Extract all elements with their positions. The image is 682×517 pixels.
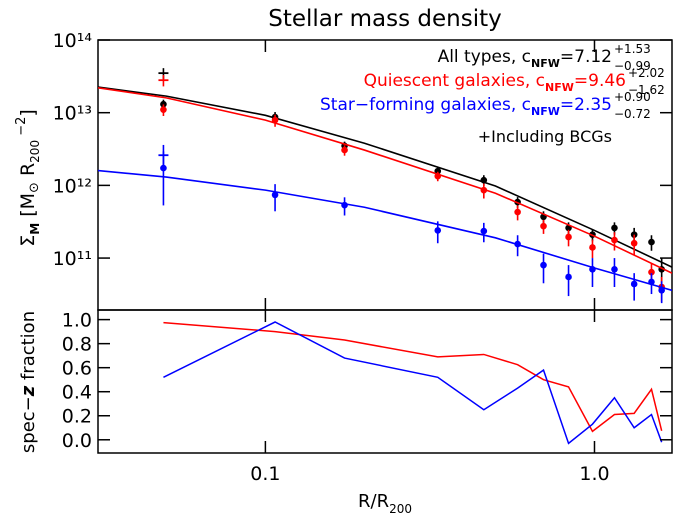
legend-entry: Quiescent galaxies, cNFW=9.46 [364,71,626,94]
label-part: fraction [18,311,39,386]
data-point [589,266,596,273]
label-part: R [17,163,39,182]
legend-sub: NFW [531,57,560,70]
y-tick-label: 0.4 [62,382,92,404]
label-part: [M [17,193,39,223]
y-tick-label: 10¹⁴ [53,30,93,52]
label-part: M [28,223,42,235]
data-point [434,227,442,234]
y-tick-label: 1.0 [62,310,92,332]
legend-sub: −0.72 [614,107,651,121]
label-part: ⊙ [27,182,42,193]
y-tick-label: 10¹² [53,175,92,197]
legend-param: =7.12 [560,47,612,67]
data-point [611,266,618,273]
data-point [658,287,665,294]
legend-entry: Star−forming galaxies, cNFW=2.35 [320,95,612,118]
legend-entry: All types, cNFW=7.12 [438,47,612,70]
fraction-line [163,321,663,433]
label-part: 200 [28,140,42,163]
y-tick-label: 0.6 [62,358,92,380]
y-tick-label: 10¹³ [53,103,92,125]
legend-name: Star−forming galaxies, c [320,95,531,115]
legend-sub: NFW [531,105,560,118]
data-point [480,227,488,235]
data-point [611,236,618,244]
fraction-line [163,321,663,445]
data-point [271,116,279,124]
data-point [648,238,655,246]
label-part: Σ [17,235,39,247]
y-axis-label: ΣM [M⊙ R200 −2] [14,109,42,247]
data-point [480,176,488,184]
label-part: −2 [14,117,29,140]
data-point [540,222,547,230]
data-point [540,261,547,269]
y-axis-label: spec−z fraction [18,311,39,453]
legend-name: Quiescent galaxies, c [364,71,545,91]
bcg-legend: +Including BCGs [478,127,612,146]
y-tick-label: 10¹¹ [53,248,92,270]
legend-param: =2.35 [560,95,612,115]
y-tick-label: 0.0 [62,430,92,452]
data-point [648,278,655,286]
data-point [565,233,572,241]
data-point [160,106,167,113]
data-point [565,273,572,281]
legend-sub: NFW [545,81,574,94]
label-part: z [18,385,39,397]
legend-sup: +2.02 [628,66,665,80]
data-point [514,208,521,216]
fit-curve [98,169,672,292]
x-tick-label: 0.1 [250,463,280,485]
data-point [160,100,167,108]
data-point [630,239,638,247]
data-point [434,172,442,180]
data-point [611,224,618,232]
label-part: 200 [389,502,412,516]
legend-sup: +0.90 [614,90,651,104]
legend-sub: −0.99 [614,59,651,73]
data-point [271,191,279,199]
label-part: spec− [18,396,39,453]
label-part: R/R [358,491,389,512]
data-point [341,201,348,209]
y-tick-label: 0.2 [62,406,92,428]
data-point [480,186,488,194]
label-part: ] [17,109,39,116]
data-point [434,167,442,175]
bottom-frame [97,309,673,454]
data-point [648,268,655,276]
fit-curve [98,87,672,274]
chart-title: Stellar mass density [268,6,502,32]
x-tick-label: 1.0 [579,463,609,485]
x-axis-label: R/R200 [358,491,412,516]
fit-curve [98,86,672,268]
plot-area [98,68,672,304]
data-point [514,240,521,248]
y-tick-label: 0.8 [62,334,92,356]
data-point [341,146,348,154]
data-point [589,244,596,251]
legend-name: All types, c [438,47,531,67]
legend-sup: +1.53 [614,42,651,56]
plot-area [163,321,663,445]
data-point [630,280,638,288]
legend-param: =9.46 [574,71,626,91]
legend-sub: −1.62 [628,83,665,97]
